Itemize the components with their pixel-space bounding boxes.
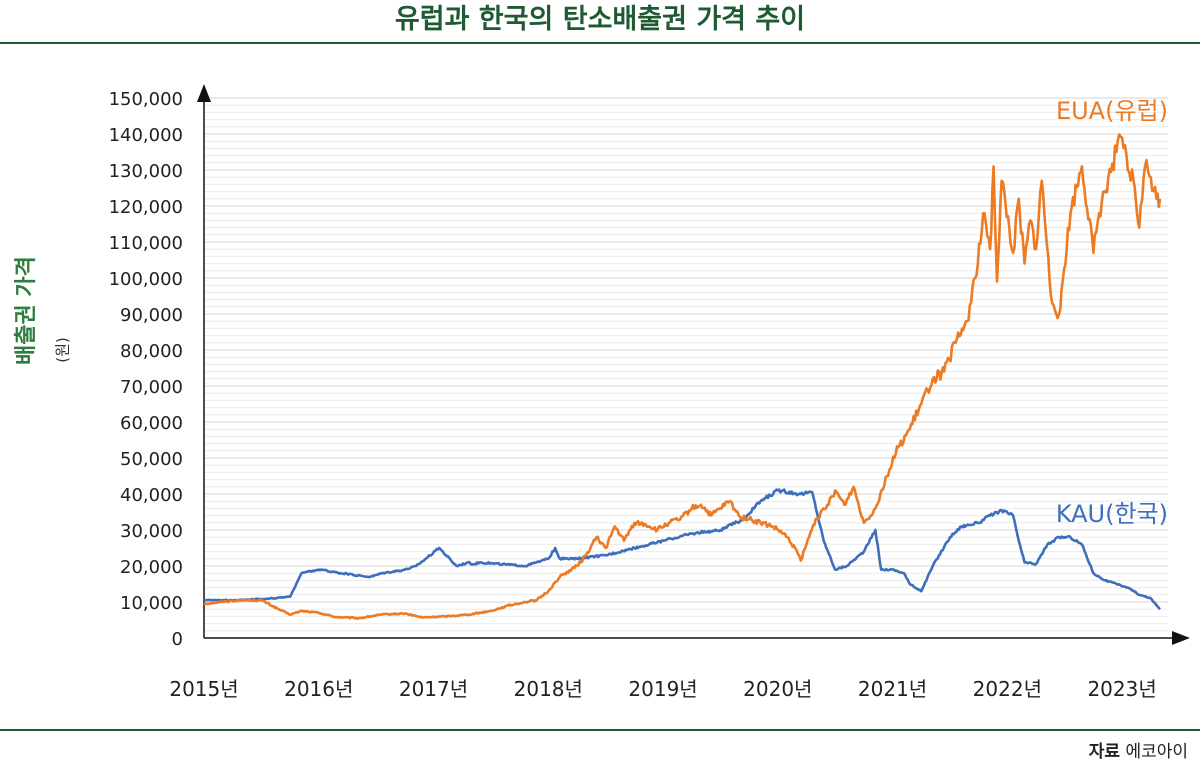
series-line-kau <box>203 488 1161 611</box>
x-tick-label: 2018년 <box>514 677 583 701</box>
y-tick-label: 130,000 <box>109 161 183 182</box>
y-tick-label: 60,000 <box>120 413 183 434</box>
axes <box>197 84 1190 645</box>
x-tick-label: 2020년 <box>743 677 812 701</box>
y-tick-label: 50,000 <box>120 449 183 470</box>
series-label-kau: KAU(한국) <box>1056 500 1168 528</box>
y-tick-label: 120,000 <box>109 197 183 218</box>
y-tick-label: 100,000 <box>109 269 183 290</box>
y-tick-label: 10,000 <box>120 593 183 614</box>
y-tick-label: 90,000 <box>120 305 183 326</box>
x-tick-label: 2016년 <box>284 677 353 701</box>
y-axis-unit: (원) <box>53 337 72 363</box>
y-axis-arrow <box>197 84 211 102</box>
source-credit: 자료 에코아이 <box>1089 737 1188 762</box>
y-tick-label: 30,000 <box>120 521 183 542</box>
y-tick-label: 0 <box>172 629 183 650</box>
y-tick-labels: 0 10,000 20,000 30,000 40,000 50,000 60,000 70,… <box>109 89 183 650</box>
x-tick-label: 2021년 <box>858 677 927 701</box>
y-tick-label: 80,000 <box>120 341 183 362</box>
bottom-divider <box>0 729 1200 731</box>
grid-lines <box>204 97 1168 632</box>
x-tick-labels: 2015년 2016년 2017년 2018년 2019년 2020년 2021년 2022년… <box>169 677 1156 701</box>
y-axis-title: 배출권 가격 <box>14 256 39 365</box>
page-title: 유럽과 한국의 탄소배출권 가격 추이 <box>394 4 806 35</box>
top-divider <box>0 42 1200 44</box>
y-tick-label: 40,000 <box>120 485 183 506</box>
source-name: 에코아이 <box>1125 742 1188 762</box>
y-tick-label: 110,000 <box>109 233 183 254</box>
y-tick-label: 150,000 <box>109 89 183 110</box>
series-line-eua <box>203 133 1162 620</box>
x-tick-label: 2022년 <box>973 677 1042 701</box>
x-axis-arrow <box>1172 631 1190 645</box>
y-tick-label: 140,000 <box>109 125 183 146</box>
x-tick-label: 2015년 <box>169 677 238 701</box>
series-lines <box>203 133 1162 620</box>
x-tick-label: 2017년 <box>399 677 468 701</box>
source-label: 자료 <box>1088 742 1121 762</box>
series-label-eua: EUA(유럽) <box>1056 97 1168 125</box>
x-tick-label: 2019년 <box>628 677 697 701</box>
y-tick-label: 20,000 <box>120 557 183 578</box>
x-tick-label: 2023년 <box>1087 677 1156 701</box>
y-tick-label: 70,000 <box>120 377 183 398</box>
